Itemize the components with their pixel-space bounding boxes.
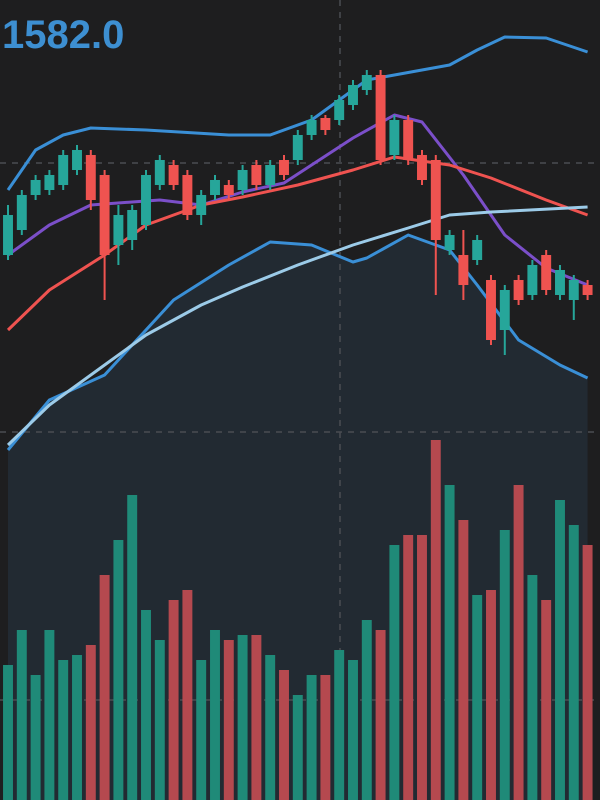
candle-body — [444, 235, 455, 250]
candle-body — [30, 180, 41, 195]
candle-body — [334, 100, 345, 120]
candle-body — [499, 290, 510, 330]
volume-bar — [99, 575, 110, 800]
candle-body — [237, 170, 248, 190]
volume-bar — [44, 630, 55, 800]
volume-bar — [348, 660, 358, 800]
candle-body — [513, 280, 524, 300]
candle-body — [472, 240, 483, 260]
volume-bar — [430, 440, 441, 800]
candle-body — [99, 175, 110, 255]
volume-bar — [568, 525, 579, 800]
candle-body — [265, 165, 276, 185]
candle-body — [375, 75, 386, 160]
volume-bar — [458, 520, 469, 800]
volume-bar — [541, 600, 552, 800]
volume-bar — [472, 595, 483, 800]
volume-bar — [320, 675, 331, 800]
volume-bar — [16, 630, 27, 800]
candle-body — [279, 160, 289, 175]
volume-bar — [168, 600, 179, 800]
candle-body — [582, 285, 593, 295]
candle-body — [403, 120, 414, 160]
volume-bar — [513, 485, 524, 800]
volume-bar — [582, 545, 593, 800]
candle-body — [292, 135, 303, 160]
volume-bar — [210, 630, 220, 800]
volume-bar — [154, 640, 165, 800]
candle-body — [141, 175, 151, 225]
band-fill — [8, 235, 588, 800]
volume-bar — [444, 485, 455, 800]
volume-bar — [486, 590, 496, 800]
candle-body — [458, 255, 469, 285]
volume-bar — [334, 650, 345, 800]
candle-body — [223, 185, 234, 195]
candle-body — [320, 118, 331, 130]
candle-body — [85, 155, 96, 200]
candle-body — [127, 210, 138, 240]
candle-body — [306, 120, 317, 135]
candle-body — [3, 215, 13, 255]
volume-bar — [499, 530, 510, 800]
volume-bar — [292, 695, 303, 800]
candle-body — [389, 120, 400, 155]
candle-body — [555, 270, 565, 295]
volume-bar — [196, 660, 207, 800]
candle-body — [72, 150, 82, 170]
volume-bar — [389, 545, 400, 800]
volume-bar — [251, 635, 262, 800]
candle-body — [58, 155, 69, 185]
indicator-line — [6, 205, 588, 447]
candle-body — [113, 215, 124, 245]
volume-bar — [141, 610, 151, 800]
volume-bar — [403, 535, 414, 800]
indicator-line — [7, 113, 589, 287]
volume-bar — [58, 660, 69, 800]
candle-body — [154, 160, 165, 185]
volume-bar — [375, 630, 386, 800]
candle-body — [44, 175, 55, 190]
price-label: 1582.0 — [2, 13, 124, 57]
volume-bar — [127, 495, 138, 800]
volume-bar — [417, 535, 427, 800]
candle-body — [568, 280, 579, 300]
volume-bar — [182, 590, 193, 800]
candle-body — [361, 75, 372, 90]
candle-body — [486, 280, 496, 340]
candle-body — [168, 165, 179, 185]
volume-bar — [361, 620, 372, 800]
volume-bar — [555, 500, 565, 800]
candle-body — [348, 85, 358, 105]
volume-bar — [72, 655, 82, 800]
candle-body — [527, 265, 538, 295]
volume-bar — [85, 645, 96, 800]
volume-bar — [30, 675, 41, 800]
volume-bar — [223, 640, 234, 800]
candle-body — [16, 195, 27, 230]
candle-body — [182, 175, 193, 215]
volume-bar — [306, 675, 317, 800]
volume-bar — [3, 665, 13, 800]
volume-bar — [527, 575, 538, 800]
volume-bar — [265, 655, 276, 800]
candle-body — [430, 160, 441, 240]
candle-body — [196, 195, 207, 215]
volume-bar — [279, 670, 289, 800]
volume-bar — [113, 540, 124, 800]
volume-bar — [237, 635, 248, 800]
candle-body — [210, 180, 220, 195]
candle-body — [541, 255, 552, 290]
candle-body — [251, 165, 262, 185]
candle-body — [417, 155, 427, 180]
